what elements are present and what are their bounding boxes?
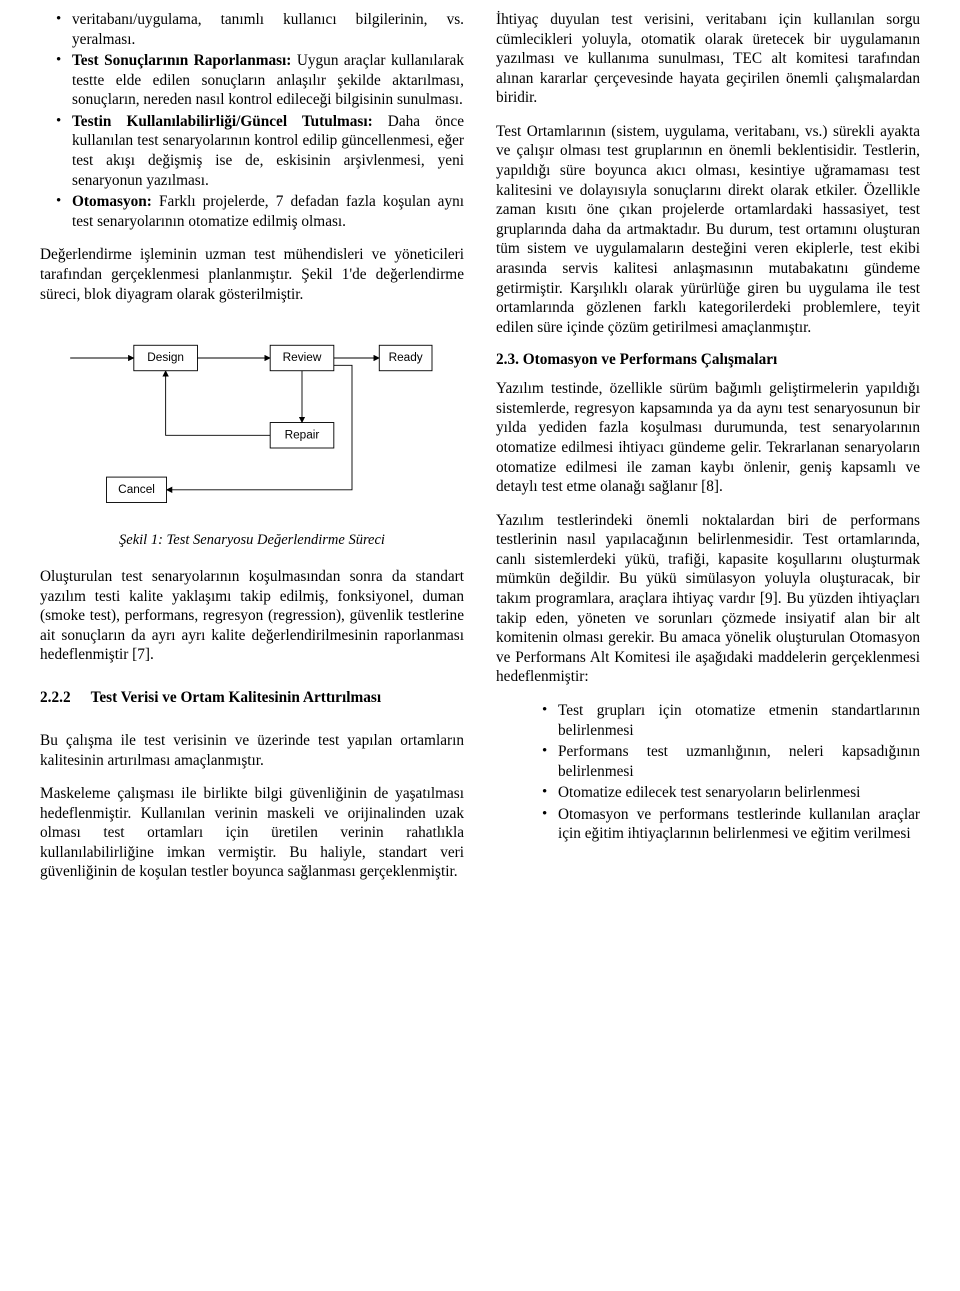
flowchart-svg: Design Review Ready Repair Cancel — [40, 318, 464, 518]
page: veritabanı/uygulama, tanımlı kullanıcı b… — [0, 0, 960, 1291]
right-column: İhtiyaç duyulan test verisini, veritaban… — [496, 10, 920, 1271]
bullet-item: Otomasyon ve performans testlerinde kull… — [544, 805, 920, 844]
bullet-item: Test Sonuçlarının Raporlanması: Uygun ar… — [58, 51, 464, 110]
bullet-text: Otomatize edilecek test senaryoların bel… — [558, 784, 860, 801]
bullet-item: veritabanı/uygulama, tanımlı kullanıcı b… — [58, 10, 464, 49]
right-paragraph-1: İhtiyaç duyulan test verisini, veritaban… — [496, 10, 920, 108]
bullet-bold: Testin Kullanılabilirliği/Güncel Tutulma… — [72, 113, 373, 130]
node-review-label: Review — [283, 350, 322, 364]
bullet-bold: Test Sonuçlarının Raporlanması: — [72, 52, 291, 69]
left-paragraph-after-fig: Oluşturulan test senaryolarının koşulmas… — [40, 567, 464, 665]
figure-1-diagram: Design Review Ready Repair Cancel — [40, 318, 464, 518]
node-cancel-label: Cancel — [118, 482, 155, 496]
node-ready-label: Ready — [389, 350, 423, 364]
left-paragraph-222a: Bu çalışma ile test verisinin ve üzerind… — [40, 731, 464, 770]
right-paragraph-2: Test Ortamlarının (sistem, uygulama, ver… — [496, 122, 920, 337]
bullet-item: Otomatize edilecek test senaryoların bel… — [544, 783, 920, 803]
node-design-label: Design — [147, 350, 184, 364]
bullet-item: Performans test uzmanlığının, neleri kap… — [544, 742, 920, 781]
left-column: veritabanı/uygulama, tanımlı kullanıcı b… — [40, 10, 464, 1271]
left-paragraph-222b: Maskeleme çalışması ile birlikte bilgi g… — [40, 784, 464, 882]
right-paragraph-3: Yazılım testinde, özellikle sürüm bağıml… — [496, 379, 920, 496]
heading-text: Test Verisi ve Ortam Kalitesinin Arttırı… — [91, 689, 381, 707]
node-repair-label: Repair — [285, 427, 320, 441]
left-paragraph-eval: Değerlendirme işleminin uzman test mühen… — [40, 245, 464, 304]
bullet-item: Otomasyon: Farklı projelerde, 7 defadan … — [58, 192, 464, 231]
bullet-item: Test grupları için otomatize etmenin sta… — [544, 701, 920, 740]
right-bullet-list: Test grupları için otomatize etmenin sta… — [496, 701, 920, 844]
bullet-item: Testin Kullanılabilirliği/Güncel Tutulma… — [58, 112, 464, 190]
figure-1-caption: Şekil 1: Test Senaryosu Değerlendirme Sü… — [40, 532, 464, 549]
bullet-text: Otomasyon ve performans testlerinde kull… — [558, 806, 920, 843]
bullet-bold: Otomasyon: — [72, 193, 152, 210]
right-paragraph-4: Yazılım testlerindeki önemli noktalardan… — [496, 511, 920, 687]
heading-2-3: 2.3. Otomasyon ve Performans Çalışmaları — [496, 351, 920, 369]
arrow — [166, 371, 271, 436]
bullet-text: Performans test uzmanlığının, neleri kap… — [558, 743, 920, 780]
bullet-text: veritabanı/uygulama, tanımlı kullanıcı b… — [72, 11, 464, 48]
bullet-text: Test grupları için otomatize etmenin sta… — [558, 702, 920, 739]
left-bullet-list: veritabanı/uygulama, tanımlı kullanıcı b… — [40, 10, 464, 231]
heading-number: 2.2.2 — [40, 689, 71, 707]
heading-2-2-2: 2.2.2 Test Verisi ve Ortam Kalitesinin A… — [40, 689, 464, 707]
